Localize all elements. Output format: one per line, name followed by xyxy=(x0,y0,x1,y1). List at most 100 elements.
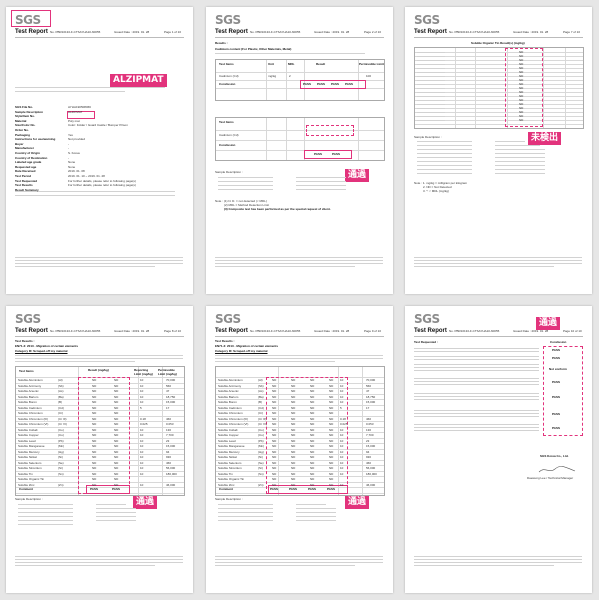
result-nd: ND xyxy=(310,460,315,465)
result-nd: ND xyxy=(272,416,277,421)
result-nd: ND xyxy=(114,477,119,481)
result-nd: ND xyxy=(329,466,334,470)
result-nd: ND xyxy=(114,422,119,426)
col-limit: Permissible Limit xyxy=(359,62,384,66)
reporting-limit: 10 xyxy=(340,455,344,459)
element-name: Soluble Cadmium xyxy=(218,405,242,410)
issued-date: Issued Date : 2019. 01. 28 xyxy=(314,329,350,333)
pass-cell: PASS xyxy=(332,152,340,156)
permissible-limit: 7,700 xyxy=(166,433,174,437)
result-nd: ND xyxy=(272,422,277,426)
pass-cell: PASS xyxy=(90,487,98,491)
element-name: Soluble Arsenic xyxy=(18,389,39,393)
col-test-items: Test Items xyxy=(219,62,234,66)
result-nd: ND xyxy=(114,444,119,448)
element-symbol: (As) xyxy=(258,389,264,393)
element-name: Soluble Cobalt xyxy=(18,427,38,432)
reporting-limit: 0.18 xyxy=(340,416,346,421)
pass-highlight xyxy=(268,485,348,494)
signature xyxy=(537,462,577,473)
nd-cell: ND xyxy=(519,106,524,110)
reporting-limit: 10 xyxy=(140,444,144,448)
element-symbol: (Cu) xyxy=(58,433,64,437)
element-name: Soluble Aluminium xyxy=(218,378,243,382)
result-nd: ND xyxy=(329,422,334,426)
reporting-limit: 10 xyxy=(140,449,144,454)
permissible-limit: 15,000 xyxy=(366,400,376,404)
pass-cell: PASS xyxy=(327,487,335,491)
reporting-limit: 10 xyxy=(140,466,144,470)
reporting-limit: 10 xyxy=(340,389,344,393)
col-result: Result (mg/kg) xyxy=(88,368,109,372)
result-nd: ND xyxy=(272,400,277,404)
result-nd: ND xyxy=(92,444,97,448)
migration-table xyxy=(15,366,185,496)
result-nd: ND xyxy=(310,405,315,410)
result-nd: ND xyxy=(272,438,277,443)
permissible-limit: 180,000 xyxy=(166,471,177,476)
result-highlight-2 xyxy=(306,125,354,136)
element-name: Soluble Mercury xyxy=(18,449,40,454)
field-value: - xyxy=(68,155,69,160)
reporting-limit: 10 xyxy=(140,438,144,443)
result-nd: ND xyxy=(92,438,97,443)
result-nd: ND xyxy=(291,433,296,437)
result-nd: ND xyxy=(92,455,97,459)
reporting-limit: 10 xyxy=(140,471,144,476)
nd-cell: ND xyxy=(519,78,524,82)
result-nd: ND xyxy=(92,471,97,476)
pass-cell: PASS xyxy=(289,487,297,491)
element-symbol: (Ba) xyxy=(258,394,264,399)
result-nd: ND xyxy=(329,416,334,421)
result-nd: ND xyxy=(310,455,315,459)
sample-description-highlight xyxy=(67,111,95,119)
conclusion-pass: PASS xyxy=(552,356,560,360)
nd-cell: ND xyxy=(519,82,524,86)
reporting-limit: 10 xyxy=(340,378,344,382)
element-symbol: (Hg) xyxy=(258,449,264,454)
nd-cell: ND xyxy=(519,90,524,94)
reporting-limit: 10 xyxy=(140,482,144,487)
report-number: No. PBR1013/LF-CTSAYHA10-60055 xyxy=(250,329,301,333)
result-nd: ND xyxy=(310,449,315,454)
reporting-limit: 10 xyxy=(140,400,144,404)
element-symbol: (Sn) xyxy=(258,471,264,476)
result-nd: ND xyxy=(92,400,97,404)
conclusion-pass: PASS xyxy=(552,348,560,352)
cell-mdl: 2 xyxy=(289,74,291,78)
element-name: Soluble Selenium xyxy=(18,460,42,465)
sgs-logo: SGS xyxy=(15,13,41,27)
result-nd: ND xyxy=(310,394,315,399)
result-nd: ND xyxy=(272,383,277,388)
result-nd: ND xyxy=(291,482,296,487)
nd-cell: ND xyxy=(519,58,524,62)
permissible-limit: 460 xyxy=(166,460,172,465)
conclusion-pass: PASS xyxy=(552,426,560,430)
result-nd: ND xyxy=(291,416,296,421)
permissible-limit: 47 xyxy=(366,389,370,393)
result-nd: ND xyxy=(272,449,277,454)
element-name: Soluble Barium xyxy=(18,394,39,399)
element-name: Soluble Lead xyxy=(18,438,36,443)
result-nd: ND xyxy=(114,383,119,388)
result-nd: ND xyxy=(291,389,296,393)
pass-stamp: 通過 xyxy=(345,496,370,509)
result-nd: ND xyxy=(310,471,315,476)
element-symbol: (Cr) xyxy=(58,411,64,415)
result-nd: ND xyxy=(329,460,334,465)
result-nd: ND xyxy=(291,455,296,459)
result-nd: ND xyxy=(272,411,277,415)
result-nd: ND xyxy=(310,438,315,443)
field-value: 2019. 01. 10 ~ 2019. 01. 28 xyxy=(68,174,105,178)
element-name: Soluble Barium xyxy=(218,394,239,399)
reporting-limit: 0.18 xyxy=(140,416,146,421)
element-name: Soluble Chromium (VI) xyxy=(218,422,249,426)
result-nd: ND xyxy=(114,449,119,454)
reporting-limit: 10 xyxy=(140,389,144,393)
element-name: Soluble Arsenic xyxy=(218,389,239,393)
page-number: Page 1 of 10 xyxy=(164,30,182,34)
note-1: Note : 1. mg/kg = milligram per kilogram xyxy=(414,181,468,185)
nd-cell: ND xyxy=(519,66,524,70)
page-number: Page 2 of 10 xyxy=(364,30,382,34)
element-name: Soluble Nickel xyxy=(18,455,38,459)
